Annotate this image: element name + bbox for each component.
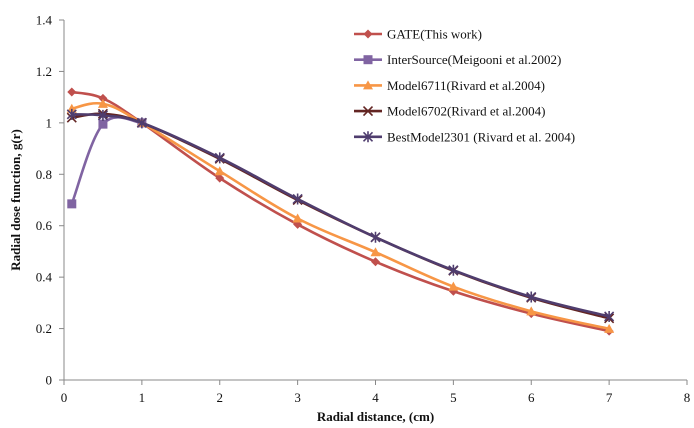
data-point bbox=[370, 247, 381, 257]
data-point bbox=[604, 310, 615, 322]
legend-marker bbox=[362, 106, 374, 117]
x-tick-label: 5 bbox=[450, 390, 457, 405]
data-point bbox=[67, 199, 77, 209]
legend-marker bbox=[362, 131, 374, 143]
series-line bbox=[70, 116, 143, 205]
series-5 bbox=[66, 108, 615, 322]
y-tick-label: 1 bbox=[46, 115, 53, 130]
data-point bbox=[66, 108, 77, 120]
data-point bbox=[97, 109, 109, 121]
series-line bbox=[71, 101, 610, 331]
data-point bbox=[67, 87, 77, 97]
legend-label: GATE(This work) bbox=[387, 27, 482, 42]
data-point bbox=[66, 103, 77, 113]
x-tick-label: 0 bbox=[61, 390, 68, 405]
y-tick-label: 0.4 bbox=[36, 270, 53, 285]
x-tick-label: 1 bbox=[139, 390, 146, 405]
y-tick-label: 0.2 bbox=[36, 321, 52, 336]
y-tick-label: 1.4 bbox=[36, 13, 53, 28]
legend-marker bbox=[363, 29, 373, 39]
data-point bbox=[136, 117, 147, 129]
y-tick-label: 1.2 bbox=[36, 64, 52, 79]
data-point bbox=[97, 98, 108, 108]
y-tick-label: 0.8 bbox=[36, 167, 52, 182]
legend-item: BestModel2301 (Rivard et al. 2004) bbox=[354, 129, 575, 144]
data-point bbox=[604, 323, 615, 333]
y-tick-label: 0 bbox=[46, 373, 53, 388]
legend-item: Model6711(Rivard et al.2004) bbox=[354, 78, 545, 93]
series-line bbox=[71, 90, 610, 333]
data-point bbox=[448, 264, 459, 276]
legend-label: Model6711(Rivard et al.2004) bbox=[387, 78, 545, 93]
legend-marker bbox=[363, 55, 373, 65]
data-point bbox=[370, 231, 381, 243]
data-point bbox=[292, 213, 303, 223]
legend-label: BestModel2301 (Rivard et al. 2004) bbox=[387, 129, 575, 144]
legend-item: InterSource(Meigooni et al.2002) bbox=[354, 52, 561, 67]
series-layer bbox=[66, 87, 615, 336]
series-line bbox=[71, 113, 610, 318]
y-tick-label: 0.6 bbox=[36, 218, 53, 233]
legend-item: Model6702(Rivard et al.2004) bbox=[354, 104, 546, 119]
legend-item: GATE(This work) bbox=[354, 27, 482, 42]
data-point bbox=[214, 166, 225, 176]
legend-label: InterSource(Meigooni et al.2002) bbox=[387, 52, 561, 67]
data-point bbox=[526, 306, 537, 316]
x-tick-label: 8 bbox=[684, 390, 691, 405]
x-tick-label: 6 bbox=[528, 390, 535, 405]
data-point bbox=[98, 93, 108, 103]
x-tick-label: 7 bbox=[606, 390, 613, 405]
data-point bbox=[371, 257, 380, 267]
legend-label: Model6702(Rivard et al.2004) bbox=[387, 104, 546, 119]
x-axis-title: Radial distance, (cm) bbox=[317, 409, 434, 424]
legend-marker bbox=[363, 80, 373, 90]
data-point bbox=[448, 281, 459, 291]
series-line bbox=[71, 112, 610, 320]
series-2 bbox=[67, 116, 147, 209]
data-point bbox=[98, 119, 108, 129]
data-point bbox=[292, 193, 303, 205]
data-point bbox=[214, 152, 225, 164]
y-axis-title: Radial dose function, g(r) bbox=[8, 129, 23, 271]
x-tick-label: 4 bbox=[372, 390, 379, 405]
axes-layer: 0 1 2 3 4 5 6 7 8 0 0.2 0.4 0.6 0.8 1 1.2 1.4 bbox=[36, 13, 691, 406]
data-point bbox=[526, 291, 537, 303]
x-tick-label: 3 bbox=[294, 390, 301, 405]
x-tick-label: 2 bbox=[217, 390, 224, 405]
data-point bbox=[215, 173, 225, 183]
legend: GATE(This work) InterSource(Meigooni et a… bbox=[354, 27, 575, 144]
